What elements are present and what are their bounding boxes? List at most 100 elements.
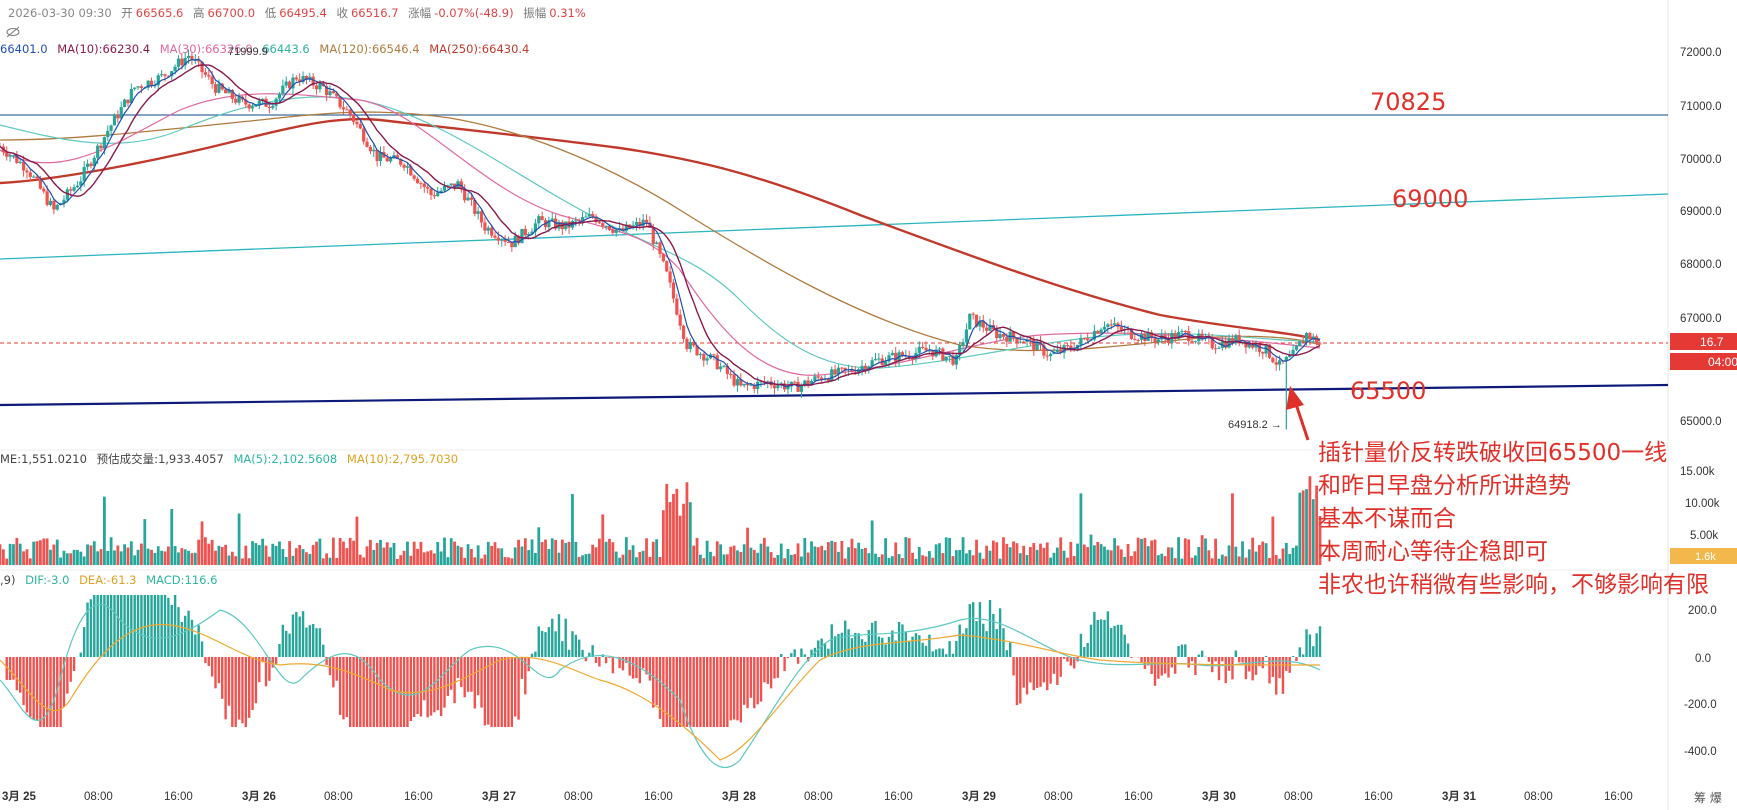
candle-body — [884, 361, 888, 365]
volume-bar — [604, 541, 608, 565]
volume-bar — [907, 538, 911, 565]
macd-bar — [803, 654, 806, 657]
candle-body — [217, 83, 221, 93]
volume-bar — [1150, 540, 1154, 565]
candle-body — [1049, 353, 1053, 357]
volume-bar — [271, 543, 275, 565]
time-axis: 3月 25 08:00 16:00 3月 26 08:00 16:00 3月 2… — [2, 790, 1633, 803]
macd-bar — [214, 657, 217, 689]
volume-bar — [722, 554, 726, 565]
macd-bar — [234, 657, 237, 727]
candle-body — [318, 83, 322, 90]
volume-bar — [1301, 490, 1305, 565]
ma30-line — [0, 93, 1321, 376]
volume-bar — [1241, 541, 1244, 565]
candle-body — [1227, 338, 1231, 348]
axis-corner-tools[interactable]: 筹 爆 — [1694, 791, 1722, 805]
candle-body — [698, 353, 703, 356]
volume-bar — [1281, 548, 1285, 565]
macd-bar — [628, 657, 631, 676]
macd-bar — [840, 632, 844, 657]
candle-body — [742, 383, 746, 386]
macd-bar — [480, 657, 483, 708]
macd-bar — [759, 657, 763, 702]
countdown-tag: 04:00 — [1708, 355, 1737, 369]
candle-body — [836, 367, 841, 375]
volume-bar — [79, 551, 83, 565]
support-line-65500 — [0, 383, 1669, 407]
volume-bar — [140, 543, 143, 565]
volume-bar — [1214, 538, 1218, 565]
candle-body — [924, 347, 928, 351]
candle-body — [314, 85, 319, 90]
volume-bar — [917, 546, 921, 565]
candle-body — [116, 114, 120, 119]
volume-bar — [267, 556, 271, 565]
macd-bar — [140, 595, 143, 657]
macd-bar — [1170, 657, 1174, 668]
volume-bar — [8, 543, 12, 565]
volume-ma10: MA(10):2,795.7030 — [347, 452, 458, 466]
volume-bar — [513, 547, 517, 565]
candle-body — [476, 211, 480, 214]
macd-bar — [1224, 657, 1227, 684]
macd-bar — [1147, 657, 1150, 666]
macd-bar — [881, 637, 884, 657]
macd-bar — [982, 623, 985, 657]
volume-bars — [0, 476, 1322, 565]
candle-body — [1251, 343, 1255, 348]
candle-body — [500, 239, 504, 241]
volume-bar — [685, 482, 689, 565]
macd-bar — [763, 657, 766, 683]
candle-body — [1045, 355, 1049, 357]
candle-body — [48, 200, 53, 205]
volume-bar — [1045, 542, 1049, 565]
macd-bar — [1052, 657, 1056, 674]
volume-bar — [254, 543, 258, 565]
macd-bar — [278, 643, 281, 657]
volume-bar — [934, 544, 938, 565]
volume-bar — [672, 493, 675, 565]
candle-body — [793, 381, 797, 383]
candle-body — [42, 188, 46, 192]
candle-body — [910, 358, 915, 360]
candle-body — [422, 183, 426, 188]
macd-bar — [1254, 657, 1258, 675]
macd-bar — [891, 630, 894, 657]
macd-bar — [547, 627, 551, 657]
macd-bar — [965, 628, 968, 657]
volume-bar — [1194, 555, 1197, 565]
macd-bar — [45, 657, 49, 727]
candle-body — [964, 329, 969, 343]
volume-bar — [325, 553, 329, 565]
candle-body — [1112, 323, 1117, 325]
macd-bar — [577, 639, 581, 657]
macd-bar — [685, 657, 689, 727]
macd-bar — [786, 657, 790, 659]
volume-bar — [860, 548, 864, 565]
volume-bar — [1039, 543, 1042, 565]
volume-bar — [961, 537, 965, 565]
macd-bar — [325, 657, 328, 665]
macd-bar — [1227, 657, 1231, 671]
volume-bar — [998, 558, 1002, 565]
candle-body — [850, 369, 854, 372]
volume-bar — [567, 541, 571, 565]
volume-bar — [601, 514, 605, 565]
volume-bar — [688, 502, 692, 565]
volume-bar — [938, 543, 941, 565]
candle-body — [5, 152, 9, 157]
volume-bar — [850, 538, 854, 565]
candle-body — [102, 137, 106, 149]
macd-bar — [941, 648, 945, 657]
volume-bar — [82, 556, 86, 565]
volume-bar — [321, 558, 325, 565]
macd-bar — [648, 657, 652, 681]
macd-bar — [1174, 657, 1177, 674]
volume-bar — [251, 541, 254, 565]
eye-icon[interactable] — [6, 26, 20, 38]
volume-bar — [237, 513, 241, 565]
candle-body — [399, 159, 403, 165]
volume-bar — [1123, 556, 1127, 565]
